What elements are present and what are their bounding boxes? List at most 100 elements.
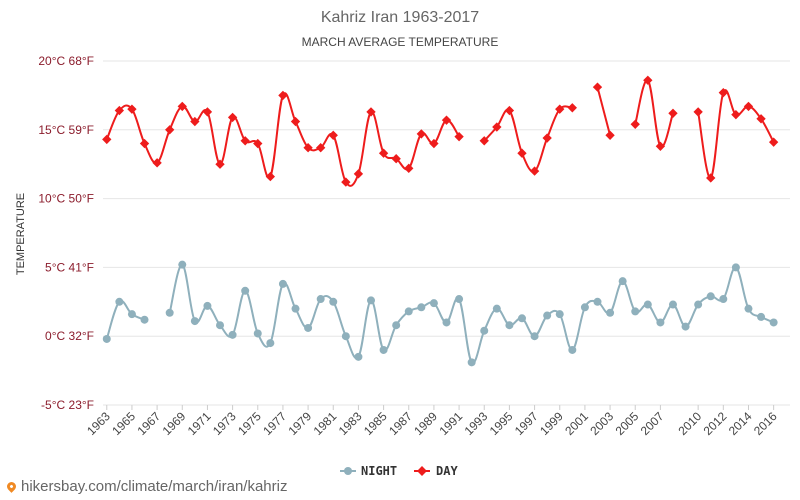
legend-item-day[interactable]: DAY xyxy=(414,464,458,478)
night-point[interactable] xyxy=(681,322,690,331)
day-point[interactable] xyxy=(416,129,427,139)
day-point[interactable] xyxy=(768,137,779,147)
night-point[interactable] xyxy=(668,300,677,309)
night-point[interactable] xyxy=(102,334,111,343)
night-point[interactable] xyxy=(492,304,501,313)
night-point[interactable] xyxy=(580,303,589,312)
watermark[interactable]: hikersbay.com/climate/march/iran/kahriz xyxy=(4,478,287,495)
night-point[interactable] xyxy=(618,277,627,286)
night-point[interactable] xyxy=(442,318,451,327)
day-point[interactable] xyxy=(391,154,401,164)
day-point[interactable] xyxy=(592,82,603,92)
night-point[interactable] xyxy=(517,314,526,323)
day-point[interactable] xyxy=(114,105,125,116)
night-point[interactable] xyxy=(341,332,350,341)
day-point[interactable] xyxy=(454,132,464,142)
day-point[interactable] xyxy=(429,138,439,149)
night-point[interactable] xyxy=(530,332,539,341)
night-point[interactable] xyxy=(127,310,136,319)
day-point[interactable] xyxy=(278,90,288,101)
night-point[interactable] xyxy=(379,345,388,354)
night-point[interactable] xyxy=(304,323,313,332)
night-point[interactable] xyxy=(115,297,124,306)
day-point[interactable] xyxy=(567,103,577,113)
day-point[interactable] xyxy=(353,169,364,179)
night-point[interactable] xyxy=(291,304,300,313)
legend[interactable]: NIGHT DAY xyxy=(340,464,458,478)
night-point[interactable] xyxy=(228,330,237,339)
day-point[interactable] xyxy=(718,87,728,98)
day-point[interactable] xyxy=(378,148,389,158)
day-point[interactable] xyxy=(441,115,452,125)
day-point[interactable] xyxy=(492,122,502,132)
night-point[interactable] xyxy=(392,321,401,330)
day-point[interactable] xyxy=(479,136,489,146)
night-point[interactable] xyxy=(643,300,652,309)
night-point[interactable] xyxy=(203,301,212,310)
night-point[interactable] xyxy=(429,299,438,308)
day-point[interactable] xyxy=(668,108,678,118)
day-point[interactable] xyxy=(165,125,175,135)
day-point[interactable] xyxy=(227,112,238,123)
day-point[interactable] xyxy=(240,136,250,146)
night-point[interactable] xyxy=(719,295,728,304)
night-point[interactable] xyxy=(367,296,376,305)
day-point[interactable] xyxy=(504,105,515,116)
day-point[interactable] xyxy=(215,159,225,169)
day-point[interactable] xyxy=(366,107,376,117)
night-point[interactable] xyxy=(656,318,665,327)
night-point[interactable] xyxy=(278,279,287,288)
night-point[interactable] xyxy=(253,329,262,338)
night-point[interactable] xyxy=(744,304,753,313)
night-point[interactable] xyxy=(467,358,476,367)
night-point[interactable] xyxy=(555,310,564,319)
night-point[interactable] xyxy=(480,326,489,335)
day-point[interactable] xyxy=(693,107,703,117)
day-point[interactable] xyxy=(190,116,200,127)
night-point[interactable] xyxy=(706,292,715,301)
day-point[interactable] xyxy=(341,177,351,187)
day-point[interactable] xyxy=(643,75,653,85)
day-point[interactable] xyxy=(127,104,137,114)
night-point[interactable] xyxy=(178,260,187,269)
day-point[interactable] xyxy=(265,171,276,182)
night-point[interactable] xyxy=(241,286,250,295)
day-point[interactable] xyxy=(316,143,326,153)
day-point[interactable] xyxy=(555,104,565,114)
night-point[interactable] xyxy=(769,318,778,327)
night-point[interactable] xyxy=(593,297,602,306)
day-point[interactable] xyxy=(706,173,716,183)
day-point[interactable] xyxy=(328,130,338,140)
day-point[interactable] xyxy=(529,166,540,176)
night-point[interactable] xyxy=(190,317,199,326)
night-point[interactable] xyxy=(329,297,338,306)
night-point[interactable] xyxy=(316,295,325,304)
night-point[interactable] xyxy=(266,339,275,348)
day-point[interactable] xyxy=(202,107,213,117)
day-point[interactable] xyxy=(756,114,766,124)
legend-item-night[interactable]: NIGHT xyxy=(340,464,397,478)
day-point[interactable] xyxy=(743,101,754,112)
night-point[interactable] xyxy=(404,307,413,316)
night-point[interactable] xyxy=(140,315,149,324)
night-point[interactable] xyxy=(417,303,426,312)
night-point[interactable] xyxy=(216,321,225,330)
night-point[interactable] xyxy=(731,263,740,272)
day-point[interactable] xyxy=(630,119,640,129)
night-point[interactable] xyxy=(543,311,552,320)
day-point[interactable] xyxy=(139,138,150,149)
night-point[interactable] xyxy=(606,308,615,317)
night-point[interactable] xyxy=(505,321,514,330)
day-point[interactable] xyxy=(517,148,527,158)
night-point[interactable] xyxy=(455,295,464,304)
night-point[interactable] xyxy=(165,308,174,317)
night-point[interactable] xyxy=(694,300,703,309)
night-point[interactable] xyxy=(757,312,766,321)
day-point[interactable] xyxy=(290,116,301,127)
day-point[interactable] xyxy=(404,163,414,173)
day-point[interactable] xyxy=(102,134,112,145)
day-point[interactable] xyxy=(152,158,162,168)
day-point[interactable] xyxy=(605,130,615,140)
day-point[interactable] xyxy=(303,143,313,153)
night-point[interactable] xyxy=(631,307,640,316)
